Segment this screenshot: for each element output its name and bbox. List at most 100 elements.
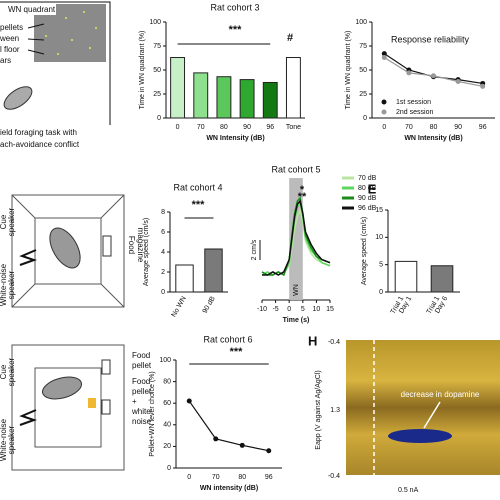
- y-tick-label: 20: [163, 443, 171, 450]
- y-tick-label: 4: [161, 249, 165, 256]
- point: [480, 83, 486, 89]
- noise-label: speaker: [7, 270, 16, 299]
- series-line: [383, 57, 483, 87]
- x-tick-label: Tone: [286, 124, 301, 131]
- y-tick-label: 0: [157, 115, 161, 122]
- caption: ield foraging task with: [0, 128, 77, 137]
- box-outer: [11, 194, 125, 308]
- annotation: ***: [192, 199, 206, 211]
- legend-label: 96 dB: [358, 205, 377, 212]
- caption: ach-avoidance conflict: [0, 140, 80, 149]
- y-tick-label: 0: [379, 289, 383, 296]
- h-note: decrease in dopamine: [401, 390, 480, 399]
- chart-title: Response reliability: [391, 34, 470, 44]
- y-tick-label: 40: [163, 422, 171, 429]
- y-tick-label: 0: [161, 289, 165, 296]
- x-tick-label: 90: [454, 124, 462, 131]
- y-tick-label: 50: [359, 67, 367, 74]
- panel-letter: E: [368, 181, 377, 196]
- bar: [175, 264, 194, 293]
- x-tick-label: 70: [197, 124, 205, 131]
- x-tick-label: 0: [382, 124, 386, 131]
- cue-label: Cue: [0, 364, 8, 379]
- annotation: *: [300, 184, 305, 196]
- lever-icon: [101, 399, 111, 415]
- legend-label: 70 dB: [358, 175, 377, 182]
- noise-label: speaker: [7, 425, 16, 454]
- point: [455, 79, 461, 85]
- x-tick-label: 80: [220, 124, 228, 131]
- panel-letter: H: [308, 333, 317, 348]
- legend-label: 1st session: [396, 99, 431, 106]
- y-axis-label: Average speed (cm/s): [143, 218, 150, 286]
- cohort4-setup: Cue speaker White-noise speaker Food mag…: [0, 194, 145, 308]
- y-tick-label: 60: [163, 400, 171, 407]
- x-axis-label: WN intensity (dB): [200, 485, 258, 492]
- cue-label: Cue: [0, 214, 8, 229]
- pellet-label: Food: [132, 351, 150, 360]
- point: [266, 448, 272, 454]
- x-tick-label: 5: [301, 306, 305, 313]
- x-tick-label: 80: [430, 124, 438, 131]
- lever-icon: [101, 359, 111, 375]
- x-tick-label: 10: [313, 306, 321, 313]
- bar: [285, 57, 301, 119]
- y-axis-label: Pellet+WN lever choice (%): [149, 371, 156, 456]
- legend-label: 90 dB: [358, 195, 377, 202]
- x-tick-label: 96: [265, 474, 273, 481]
- x-tick-label: 90 dB: [202, 295, 217, 315]
- bar: [239, 79, 255, 119]
- y-tick-label: 8: [161, 209, 165, 216]
- bar: [394, 260, 418, 293]
- chart-title: Rat cohort 3: [210, 2, 259, 12]
- y-tick-label: 2: [161, 269, 165, 276]
- h-arrow: [423, 401, 441, 429]
- y-tick-label: 25: [359, 91, 367, 98]
- point: [213, 436, 219, 442]
- point: [381, 55, 387, 61]
- x-tick-label: 70: [405, 124, 413, 131]
- annotation: #: [287, 32, 293, 44]
- pellet-icon: [88, 398, 96, 408]
- shaded-interval: [289, 178, 303, 300]
- noise-label: White-noise: [0, 418, 8, 461]
- bar: [204, 248, 223, 293]
- side-text: ween: [0, 34, 19, 43]
- scale-label: 2 cm/s: [251, 239, 258, 260]
- annotation: **: [298, 191, 307, 203]
- y-tick-label: 0: [167, 465, 171, 472]
- y-tick-label: 75: [153, 43, 161, 50]
- pellet-noise-label: pellet: [132, 387, 152, 396]
- annotation: ***: [229, 24, 243, 36]
- pellet-noise-label: white: [131, 407, 151, 416]
- point: [431, 73, 436, 79]
- pellet-noise-label: +: [132, 397, 137, 406]
- y-tick-label: 50: [153, 67, 161, 74]
- point: [186, 398, 192, 404]
- h-tick: -0.4: [328, 473, 340, 480]
- annotation: ***: [230, 346, 244, 358]
- foraging-panel: WN quadrant pellets ween l floor ars iel…: [0, 1, 111, 149]
- cohort6-setup: Cue speaker White-noise speaker Food pel…: [0, 344, 152, 471]
- side-text: pellets: [0, 23, 23, 32]
- cue-label: speaker: [7, 357, 16, 386]
- pellet-noise-label: Food: [132, 377, 150, 386]
- series-line: [188, 400, 269, 452]
- dopamine-dip: [388, 429, 452, 443]
- x-tick-label: 80: [238, 474, 246, 481]
- pellet-noise-label: noise: [132, 417, 152, 426]
- h-scale: 0.5 nA: [398, 487, 419, 494]
- box-edges: [11, 194, 125, 308]
- rat-icon: [42, 376, 82, 400]
- y-tick-label: 80: [163, 378, 171, 385]
- label-bg: [6, 4, 56, 15]
- x-axis-label: WN Intensity (dB): [206, 135, 264, 142]
- box-inner: [34, 367, 102, 448]
- y-tick-label: 100: [355, 19, 367, 26]
- x-axis-label: Time (s): [283, 317, 310, 324]
- y-tick-label: 10: [375, 234, 383, 241]
- x-tick-label: -5: [272, 306, 278, 313]
- point: [239, 442, 245, 448]
- x-tick-label: 0: [287, 306, 291, 313]
